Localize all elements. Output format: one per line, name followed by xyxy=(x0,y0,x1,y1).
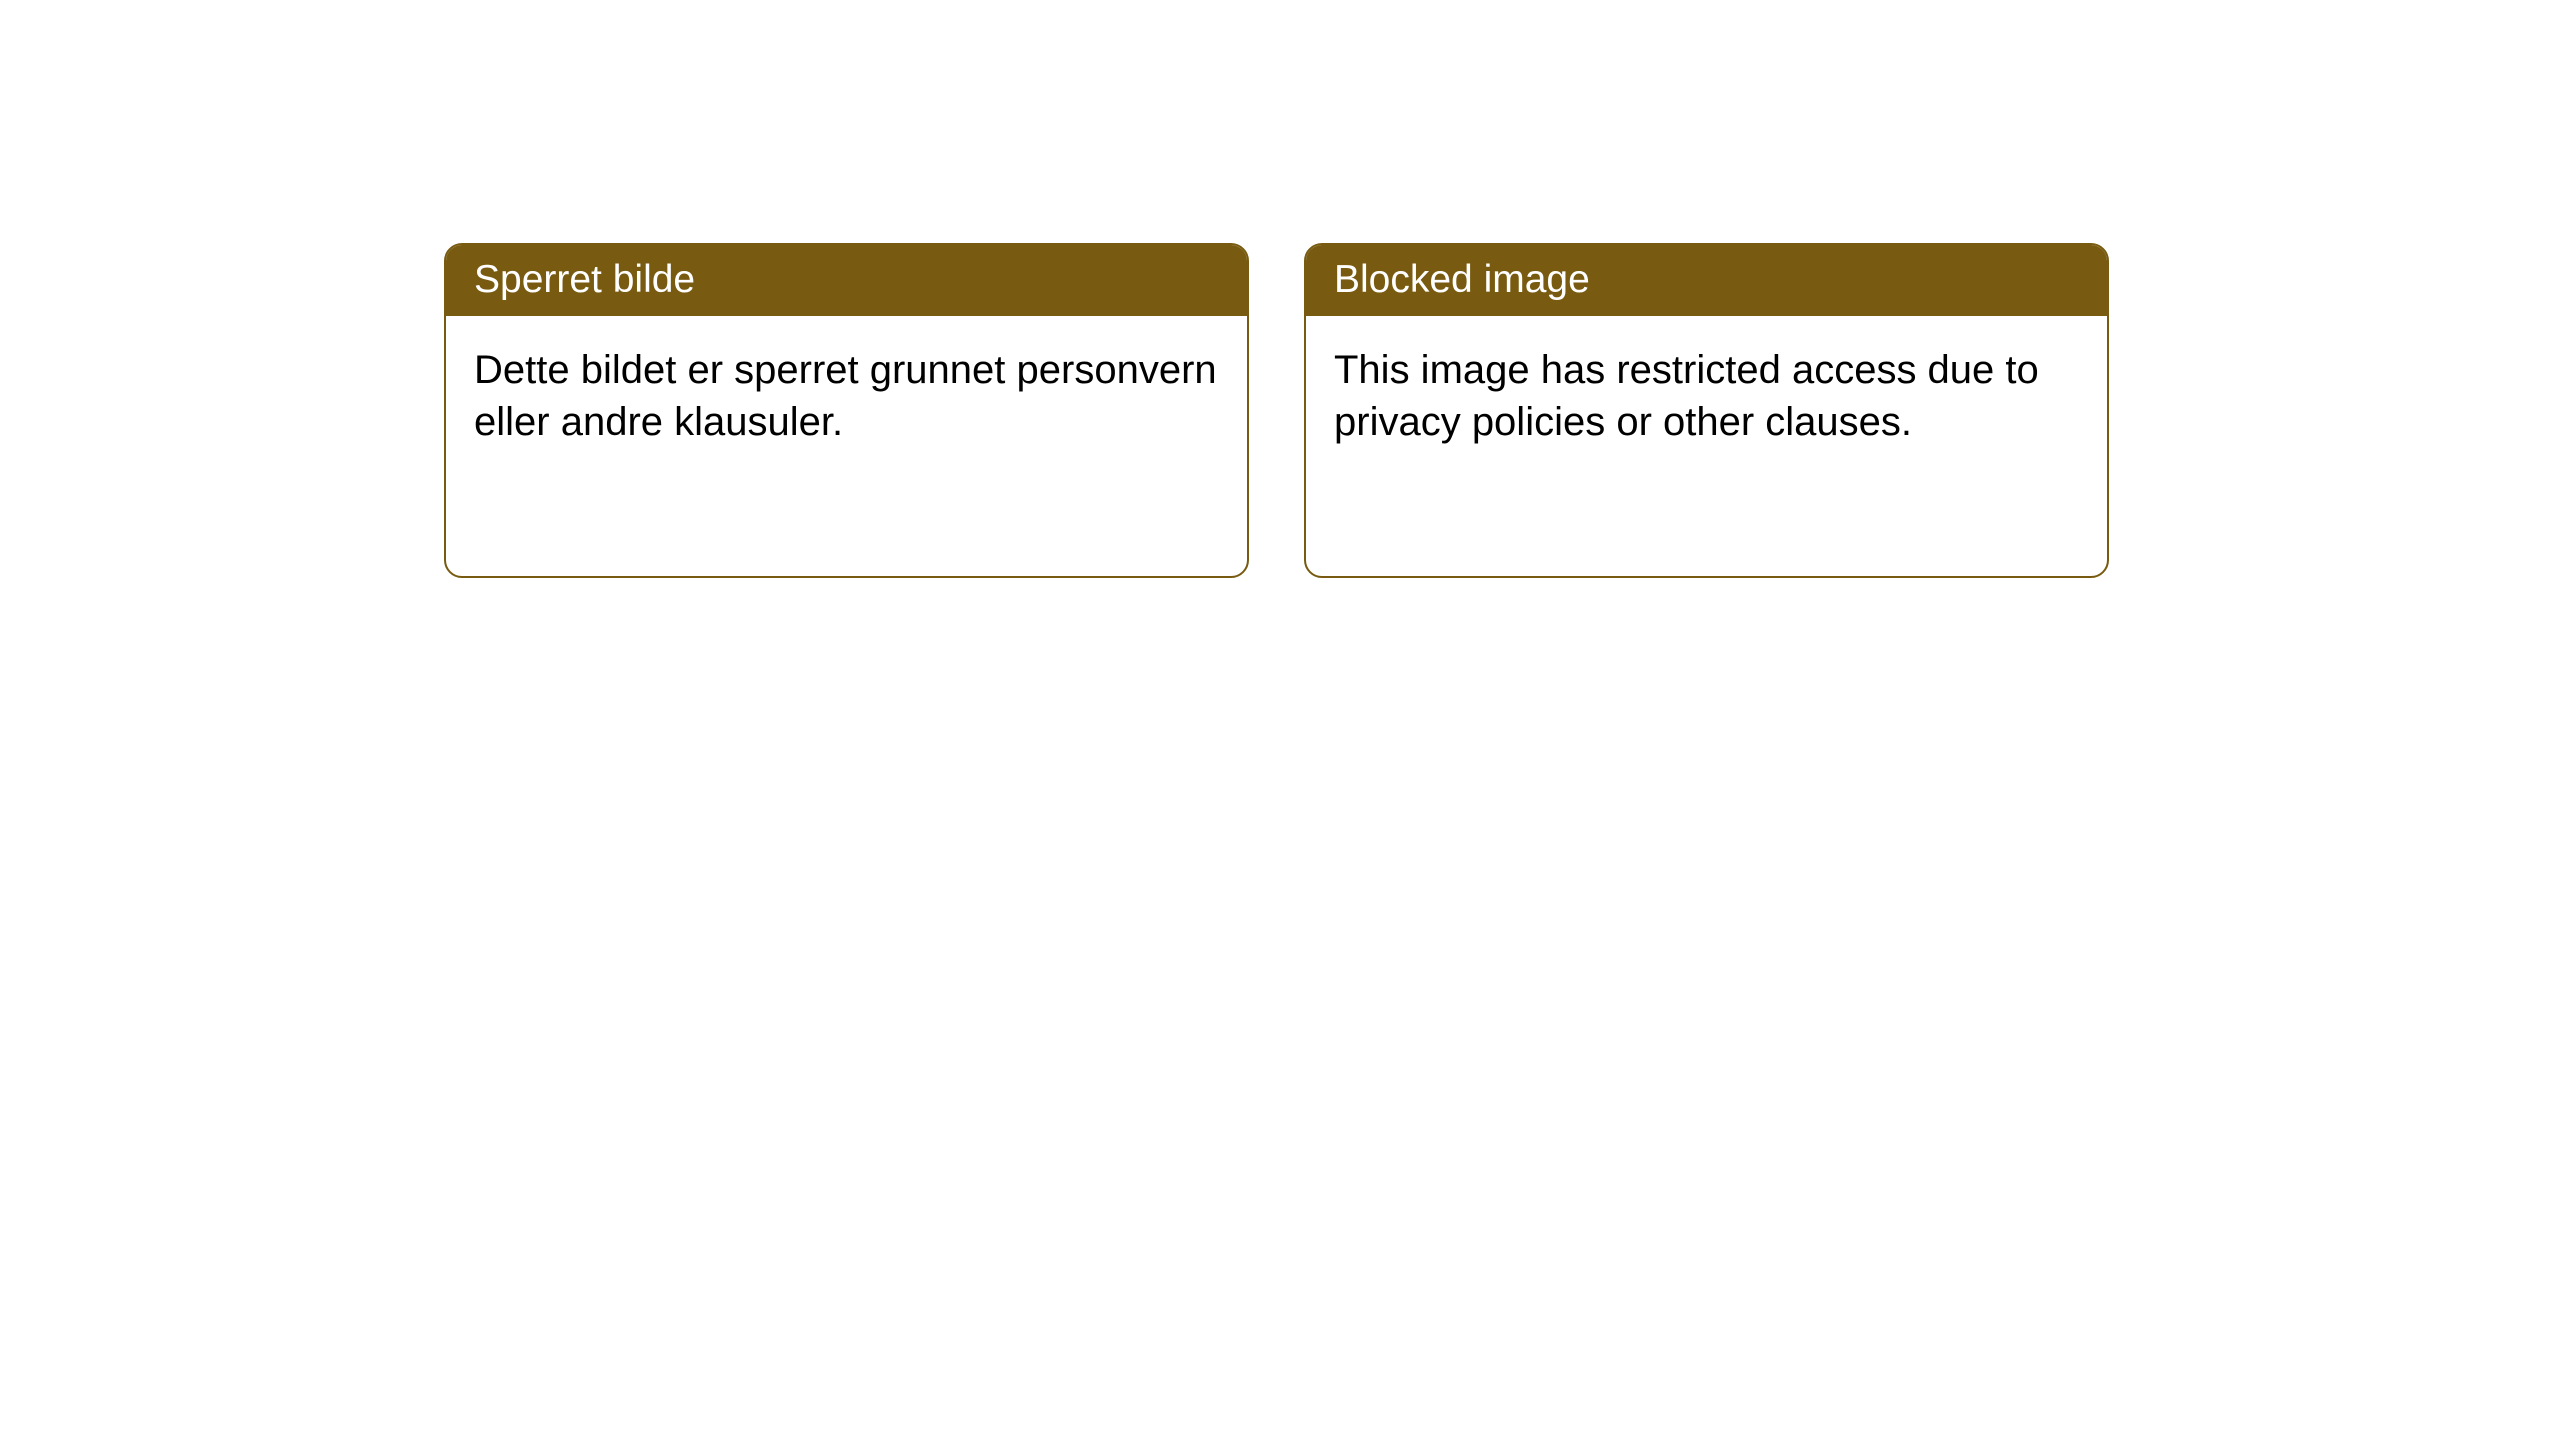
notice-card-english: Blocked image This image has restricted … xyxy=(1304,243,2109,578)
card-body-text: This image has restricted access due to … xyxy=(1334,348,2039,444)
card-body-text: Dette bildet er sperret grunnet personve… xyxy=(474,348,1217,444)
card-header: Sperret bilde xyxy=(446,245,1247,316)
notice-container: Sperret bilde Dette bildet er sperret gr… xyxy=(444,243,2109,578)
card-title: Blocked image xyxy=(1334,258,1590,301)
card-body: This image has restricted access due to … xyxy=(1306,316,2107,576)
card-body: Dette bildet er sperret grunnet personve… xyxy=(446,316,1247,576)
card-header: Blocked image xyxy=(1306,245,2107,316)
card-title: Sperret bilde xyxy=(474,258,695,301)
notice-card-norwegian: Sperret bilde Dette bildet er sperret gr… xyxy=(444,243,1249,578)
